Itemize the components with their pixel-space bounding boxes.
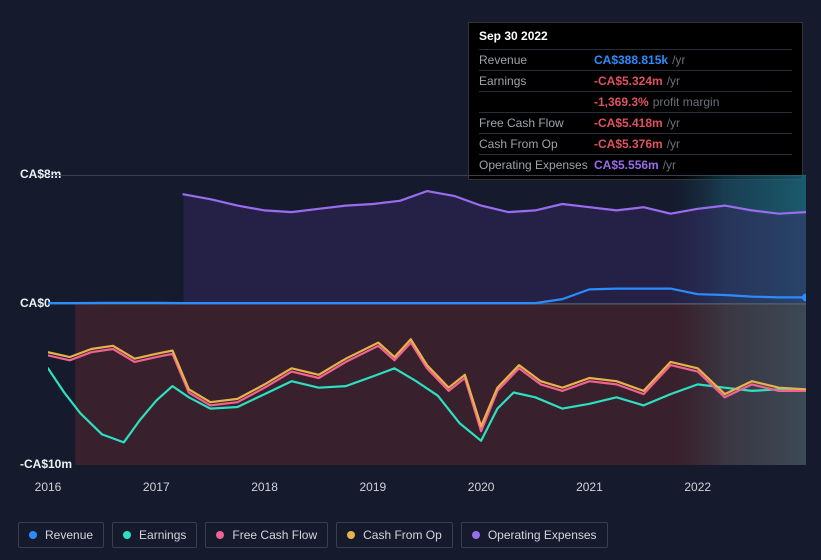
tooltip-value: -CA$5.324m — [594, 73, 663, 89]
x-axis: 2016201720182019202020212022 — [48, 480, 806, 500]
tooltip-label: Revenue — [479, 52, 594, 68]
tooltip-unit: /yr — [672, 52, 685, 68]
tooltip-row: Free Cash Flow-CA$5.418m/yr — [479, 112, 792, 133]
tooltip-label: Free Cash Flow — [479, 115, 594, 131]
x-axis-tick: 2016 — [35, 480, 62, 494]
tooltip-row: Cash From Op-CA$5.376m/yr — [479, 133, 792, 154]
legend-dot-icon — [347, 531, 355, 539]
legend-item-free-cash-flow[interactable]: Free Cash Flow — [205, 522, 328, 548]
tooltip-label: Cash From Op — [479, 136, 594, 152]
tooltip-row: Earnings-CA$5.324m/yr — [479, 70, 792, 91]
tooltip-value: -CA$5.376m — [594, 136, 663, 152]
x-axis-tick: 2021 — [576, 480, 603, 494]
tooltip-unit: /yr — [667, 136, 680, 152]
tooltip-value: -1,369.3% — [594, 94, 649, 110]
tooltip-label — [479, 94, 594, 110]
tooltip-rows: RevenueCA$388.815k/yrEarnings-CA$5.324m/… — [479, 49, 792, 175]
tooltip-value: -CA$5.418m — [594, 115, 663, 131]
tooltip-unit: /yr — [667, 115, 680, 131]
x-axis-tick: 2018 — [251, 480, 278, 494]
legend-label: Revenue — [45, 528, 93, 542]
x-axis-tick: 2022 — [684, 480, 711, 494]
legend-label: Earnings — [139, 528, 186, 542]
tooltip-unit: /yr — [667, 73, 680, 89]
tooltip-label: Earnings — [479, 73, 594, 89]
financial-chart[interactable]: CA$8mCA$0-CA$10m — [18, 160, 808, 505]
x-axis-tick: 2017 — [143, 480, 170, 494]
hover-tooltip: Sep 30 2022 RevenueCA$388.815k/yrEarning… — [468, 22, 803, 180]
legend-item-operating-expenses[interactable]: Operating Expenses — [461, 522, 608, 548]
tooltip-row: -1,369.3%profit margin — [479, 91, 792, 112]
legend-dot-icon — [472, 531, 480, 539]
legend-label: Cash From Op — [363, 528, 442, 542]
legend-dot-icon — [216, 531, 224, 539]
legend-item-revenue[interactable]: Revenue — [18, 522, 104, 548]
legend-label: Operating Expenses — [488, 528, 597, 542]
tooltip-value: CA$388.815k — [594, 52, 668, 68]
x-axis-tick: 2019 — [359, 480, 386, 494]
legend-dot-icon — [123, 531, 131, 539]
tooltip-unit: profit margin — [653, 94, 720, 110]
legend-item-cash-from-op[interactable]: Cash From Op — [336, 522, 453, 548]
legend-dot-icon — [29, 531, 37, 539]
legend-item-earnings[interactable]: Earnings — [112, 522, 197, 548]
y-axis-label: CA$0 — [20, 296, 51, 310]
tooltip-row: RevenueCA$388.815k/yr — [479, 49, 792, 70]
tooltip-date: Sep 30 2022 — [479, 29, 792, 43]
plot-area[interactable] — [48, 175, 806, 465]
legend: Revenue Earnings Free Cash Flow Cash From O… — [18, 522, 608, 548]
x-axis-tick: 2020 — [468, 480, 495, 494]
legend-label: Free Cash Flow — [232, 528, 317, 542]
